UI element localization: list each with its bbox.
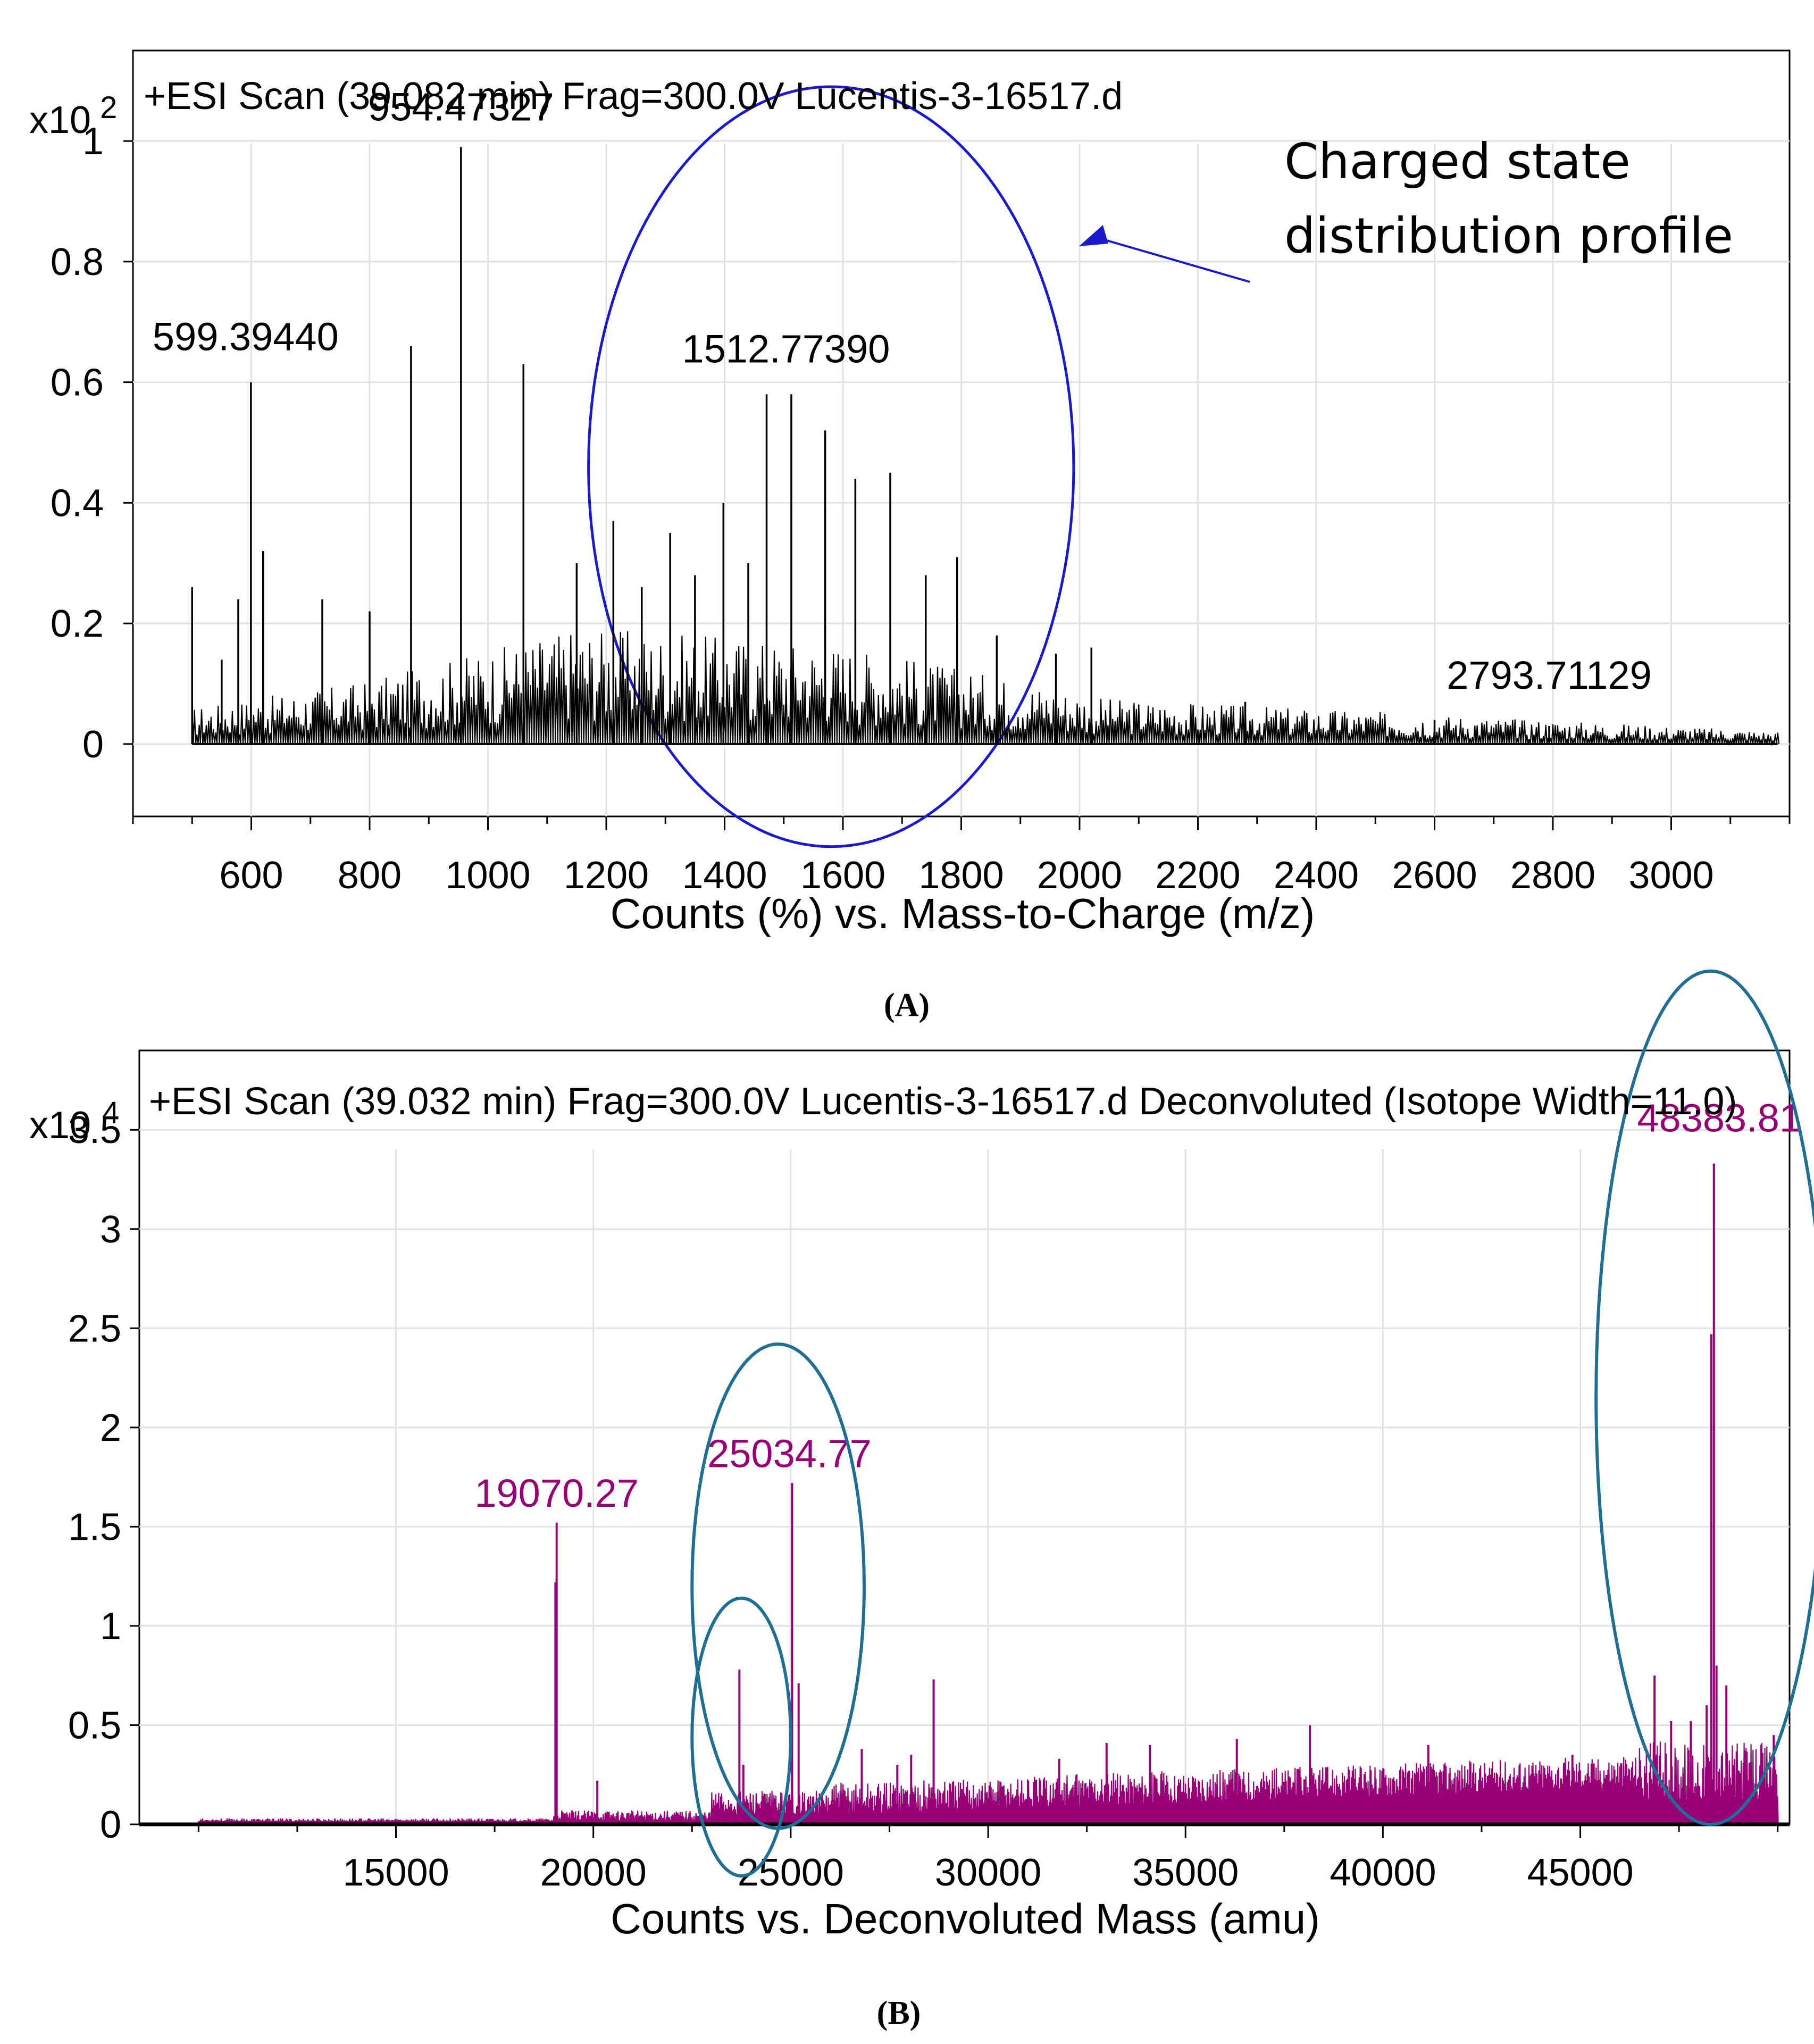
panel-a-title: +ESI Scan (39.082 min) Frag=300.0V Lucen… xyxy=(144,75,1123,118)
x-tick-label: 2200 xyxy=(1155,854,1240,897)
peak-label: 48383.81 xyxy=(1637,1096,1801,1140)
panel-a-annotation-line-1: Charged state xyxy=(1284,133,1631,190)
panel-b-axes: 15000 20000 25000 30000 35000 40000 45000 0 0.5 1… xyxy=(68,1096,1801,1894)
x-tick-label: 1000 xyxy=(445,854,530,897)
panel-b-y-scale-exp: 4 xyxy=(102,1096,119,1130)
panel-a-annotation-line-2: distribution profile xyxy=(1284,207,1733,264)
panel-b-frame xyxy=(138,1049,1791,1825)
panel-a-axes: 600 800 1000 1200 1400 1600 1800 2000 2200 2400 26… xyxy=(51,85,1791,897)
x-tick-label: 2400 xyxy=(1274,854,1359,897)
charge-state-ellipse xyxy=(587,85,1075,848)
y-tick-label: 2 xyxy=(100,1407,121,1449)
spectrum-noise xyxy=(191,631,1780,747)
annotation-arrow-shaft xyxy=(1097,237,1250,283)
panel-b-chart: 15000 20000 25000 30000 35000 40000 45000 0 0.5 1… xyxy=(29,970,1814,1942)
x-tick-label: 20000 xyxy=(540,1851,647,1894)
peak-label: 599.39440 xyxy=(153,315,339,359)
panel-a-annotation xyxy=(587,85,1250,848)
highlight-ellipse-2 xyxy=(690,1596,792,1878)
x-tick-label: 800 xyxy=(338,854,402,897)
y-tick-label: 0.8 xyxy=(51,241,104,283)
peak-label: 25034.77 xyxy=(707,1431,872,1475)
x-tick-label: 2800 xyxy=(1510,854,1595,897)
y-tick-label: 1 xyxy=(100,1605,121,1648)
panel-a-x-label: Counts (%) vs. Mass-to-Charge (m/z) xyxy=(611,890,1315,937)
peak-label: 19070.27 xyxy=(474,1471,639,1515)
panel-b-grid xyxy=(139,1129,1790,1825)
panel-a-caption: (A) xyxy=(884,987,930,1023)
y-tick-label: 0 xyxy=(82,723,104,766)
x-tick-label: 1400 xyxy=(682,854,767,897)
panel-b-title: +ESI Scan (39.032 min) Frag=300.0V Lucen… xyxy=(149,1080,1737,1123)
y-tick-label: 1.5 xyxy=(68,1506,121,1548)
x-tick-label: 30000 xyxy=(935,1851,1041,1894)
y-tick-label: 3.5 xyxy=(68,1109,121,1152)
annotation-arrow-head xyxy=(1079,225,1108,247)
panel-b-x-label: Counts vs. Deconvoluted Mass (amu) xyxy=(611,1895,1320,1942)
y-tick-label: 0.2 xyxy=(51,603,104,645)
panel-b-caption: (B) xyxy=(877,1995,921,2031)
x-tick-label: 600 xyxy=(219,854,283,897)
y-tick-label: 0.6 xyxy=(51,362,104,404)
x-tick-label: 40000 xyxy=(1330,1851,1436,1894)
panel-a-spectrum xyxy=(191,147,1780,747)
panel-a-y-scale: x10 xyxy=(29,99,91,141)
peak-label: 954.47327 xyxy=(368,85,554,129)
y-tick-label: 2.5 xyxy=(68,1307,121,1350)
spectrum-noise xyxy=(198,1741,1779,1826)
panel-a-chart: 600 800 1000 1200 1400 1600 1800 2000 2200 2400 26… xyxy=(29,49,1791,937)
y-tick-label: 1 xyxy=(82,120,104,163)
x-tick-label: 1600 xyxy=(800,854,885,897)
x-tick-label: 2000 xyxy=(1037,854,1122,897)
panel-b-annotation xyxy=(690,970,1814,1878)
y-tick-label: 3 xyxy=(100,1208,121,1251)
panel-a-grid xyxy=(133,140,1790,816)
peak-label: 1512.77390 xyxy=(682,327,890,371)
x-tick-label: 3000 xyxy=(1628,854,1713,897)
y-tick-label: 0 xyxy=(100,1804,121,1846)
x-tick-label: 45000 xyxy=(1527,1851,1633,1894)
x-tick-label: 35000 xyxy=(1132,1851,1239,1894)
y-tick-label: 0.4 xyxy=(51,482,104,524)
panel-b-y-scale: x10 xyxy=(29,1104,91,1147)
y-tick-label: 0.5 xyxy=(68,1704,121,1747)
x-tick-label: 1800 xyxy=(918,854,1004,897)
panel-b-spectrum xyxy=(198,1163,1779,1826)
x-tick-label: 1200 xyxy=(564,854,649,897)
x-tick-label: 2600 xyxy=(1392,854,1477,897)
x-tick-label: 25000 xyxy=(738,1851,844,1894)
highlight-ellipse-3 xyxy=(1594,970,1814,1826)
x-tick-label: 15000 xyxy=(342,1851,449,1894)
peak-label: 2793.71129 xyxy=(1447,653,1651,697)
panel-a-y-scale-exp: 2 xyxy=(100,90,117,125)
